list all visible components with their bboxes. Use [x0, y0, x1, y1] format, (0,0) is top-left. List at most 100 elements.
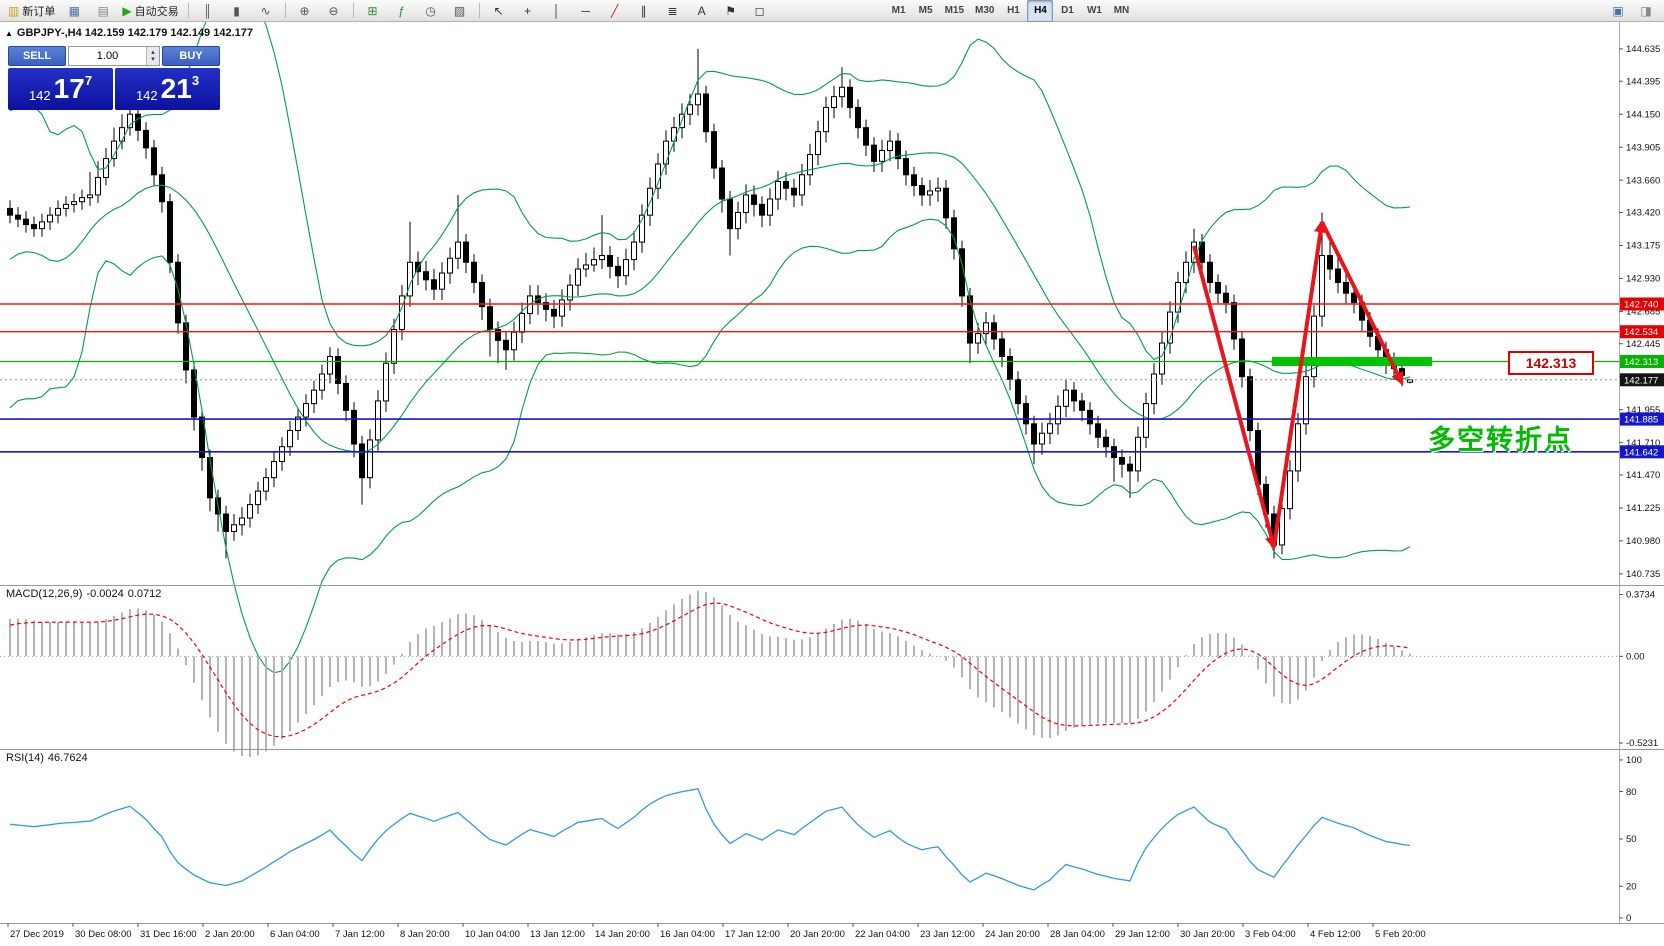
- autotrading-button[interactable]: ▶ 自动交易: [118, 1, 182, 21]
- price-badge-label: 142.740: [1624, 300, 1658, 311]
- toolbar-separator: [478, 3, 480, 18]
- time-tick-label: 20 Jan 20:00: [790, 929, 845, 940]
- time-tick-label: 24 Jan 20:00: [985, 929, 1040, 940]
- zoom-in-icon[interactable]: ⊕: [291, 1, 319, 21]
- docking-icon[interactable]: ◨: [1632, 1, 1660, 21]
- turning-point-note[interactable]: 多空转折点: [1428, 425, 1573, 455]
- timeframes-icon[interactable]: ◷: [417, 1, 445, 21]
- price-badge: [1620, 373, 1664, 387]
- chart-title: ▲ GBPJPY-,H4 142.159 142.179 142.149 142…: [5, 27, 253, 39]
- scale-tick-label: 144.150: [1626, 109, 1660, 120]
- time-tick-label: 7 Jan 12:00: [335, 929, 385, 940]
- timeframe-button-m30[interactable]: M30: [975, 5, 995, 16]
- time-tick-label: 28 Jan 04:00: [1050, 929, 1105, 940]
- horizontal-line-icon[interactable]: ─: [572, 1, 600, 21]
- text-icon[interactable]: A: [688, 1, 716, 21]
- timeframe-button-w1[interactable]: W1: [1086, 5, 1102, 16]
- ohlc-bars-icon[interactable]: ║: [194, 1, 222, 21]
- ohlc-bars-icon: ║: [203, 3, 212, 18]
- templates-icon[interactable]: ▨: [446, 1, 474, 21]
- macd-indicator-label: MACD(12,26,9) -0.0024 0.0712: [6, 588, 162, 600]
- toolbar-separator: [352, 3, 354, 18]
- price-badge-label: 141.885: [1624, 415, 1658, 426]
- label-icon[interactable]: ⚑: [717, 1, 745, 21]
- templates-icon: ▨: [453, 3, 466, 18]
- price-badge-label: 142.534: [1624, 327, 1658, 338]
- scale-tick-label: 50: [1626, 834, 1637, 845]
- docking-icon: ◨: [1640, 3, 1652, 18]
- timeframe-button-h1[interactable]: H1: [1007, 5, 1020, 16]
- buy-price-pips: 21: [160, 73, 192, 104]
- fibonacci-icon: ≣: [667, 3, 678, 18]
- price-level-callout[interactable]: 142.313: [1508, 351, 1594, 375]
- crosshair-icon: +: [524, 3, 532, 18]
- cursor-icon[interactable]: ↖: [485, 1, 513, 21]
- timeframe-button-m1[interactable]: M1: [891, 5, 906, 16]
- time-tick-label: 5 Feb 20:00: [1375, 929, 1426, 940]
- one-click-toggle-icon[interactable]: ▲: [5, 28, 13, 38]
- new-order-button[interactable]: ▥ 新订单: [4, 1, 59, 21]
- volume-down-icon[interactable]: ▾: [151, 56, 155, 63]
- chart-window-icon[interactable]: ▦: [60, 1, 88, 21]
- time-tick-label: 30 Jan 20:00: [1180, 929, 1235, 940]
- autotrading-button: ▶: [122, 3, 132, 18]
- toolbar-right-group: ▣ ◨: [1604, 1, 1660, 21]
- buy-price-panel[interactable]: 142 21 3: [115, 68, 220, 110]
- sell-button[interactable]: SELL: [8, 46, 66, 66]
- volume-stepper[interactable]: 1.00 ▴ ▾: [68, 46, 160, 66]
- shapes-icon[interactable]: ◻: [746, 1, 774, 21]
- sell-price-panel[interactable]: 142 17 7: [8, 68, 113, 110]
- indicators-icon[interactable]: ƒ: [388, 1, 416, 21]
- pane-separators[interactable]: [0, 22, 1664, 924]
- vertical-line-icon: │: [552, 3, 561, 18]
- time-axis[interactable]: 27 Dec 2019 30 Dec 08:00 31 Dec 16:00 2 Jan…: [7, 923, 1426, 940]
- trend-arrows[interactable]: [1192, 219, 1404, 550]
- trendline-icon: ╱: [610, 3, 619, 18]
- horizontal-lines[interactable]: [0, 303, 1619, 453]
- scale-tick-label: 80: [1626, 787, 1637, 798]
- time-tick-label: 22 Jan 04:00: [855, 929, 910, 940]
- price-badge: [1620, 297, 1664, 311]
- timeframe-button-m5[interactable]: M5: [918, 5, 933, 16]
- crosshair-icon[interactable]: +: [514, 1, 542, 21]
- scale-tick-label: 143.905: [1626, 142, 1660, 153]
- fibonacci-icon[interactable]: ≣: [659, 1, 687, 21]
- text-icon: A: [697, 3, 706, 18]
- candlestick-icon: ▮: [233, 3, 240, 18]
- scale-tick-label: 142.445: [1626, 339, 1660, 350]
- candlestick-icon[interactable]: ▮: [223, 1, 251, 21]
- price-badge: [1620, 354, 1664, 368]
- profiles-icon[interactable]: ▤: [89, 1, 117, 21]
- time-tick-label: 14 Jan 20:00: [595, 929, 650, 940]
- autotrading-button-label: 自动交易: [134, 5, 179, 18]
- trendline-icon[interactable]: ╱: [601, 1, 629, 21]
- scale-tick-label: 143.175: [1626, 241, 1660, 252]
- volume-up-icon[interactable]: ▴: [151, 49, 155, 56]
- time-tick-label: 6 Jan 04:00: [270, 929, 320, 940]
- zoom-out-icon[interactable]: ⊖: [320, 1, 348, 21]
- buy-button[interactable]: BUY: [162, 46, 220, 66]
- macd-pane: [0, 590, 1619, 757]
- vertical-line-icon[interactable]: │: [543, 1, 571, 21]
- timeframe-button-h4[interactable]: H4: [1027, 0, 1054, 22]
- price-badge: [1620, 325, 1664, 339]
- scale-tick-label: 0: [1626, 913, 1631, 924]
- cursor-icon: ↖: [493, 3, 504, 18]
- scale-tick-label: 100: [1626, 755, 1642, 766]
- chart-forward-icon[interactable]: ▣: [1604, 1, 1632, 21]
- price-scale[interactable]: 144.635 144.395 144.150 143.905 143.660 143.4…: [1619, 44, 1664, 924]
- chart-forward-icon: ▣: [1612, 3, 1624, 18]
- time-tick-label: 2 Jan 20:00: [205, 929, 255, 940]
- volume-spin-buttons[interactable]: ▴ ▾: [146, 47, 159, 65]
- timeframe-button-d1[interactable]: D1: [1061, 5, 1074, 16]
- timeframe-button-m15[interactable]: M15: [944, 5, 965, 16]
- tile-windows-icon[interactable]: ⊞: [359, 1, 387, 21]
- channel-icon[interactable]: ∥: [630, 1, 658, 21]
- timeframe-button-mn[interactable]: MN: [1113, 5, 1130, 16]
- line-chart-icon[interactable]: ∿: [252, 1, 280, 21]
- scale-tick-label: 143.420: [1626, 208, 1660, 219]
- scale-tick-label: 141.470: [1626, 470, 1660, 481]
- chart-ohlc-title: GBPJPY-,H4 142.159 142.179 142.149 142.1…: [16, 27, 253, 39]
- label-icon: ⚑: [725, 3, 736, 18]
